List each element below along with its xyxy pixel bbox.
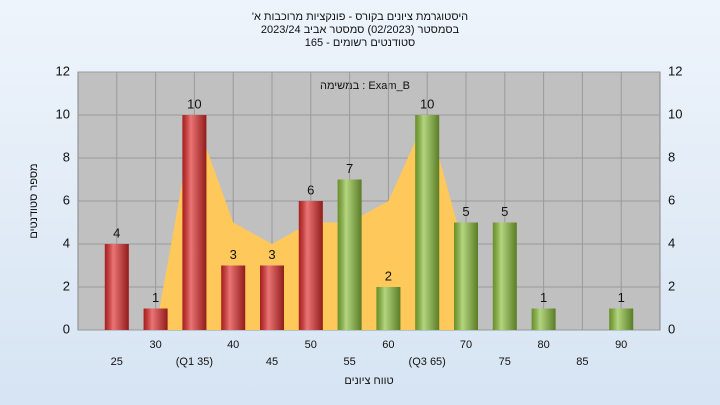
data-label: 1 bbox=[540, 290, 547, 305]
y-tick-label: 6 bbox=[63, 192, 70, 207]
x-tick-label: 85 bbox=[576, 356, 588, 368]
x-tick-label: 70 bbox=[460, 339, 472, 351]
bar-shade bbox=[376, 287, 401, 330]
y-tick-label: 4 bbox=[63, 235, 70, 250]
bar-shade bbox=[454, 222, 478, 330]
data-label: 3 bbox=[230, 247, 237, 262]
bar-shade bbox=[492, 222, 517, 330]
x-tick-label: 40 bbox=[227, 339, 239, 351]
bar-shade bbox=[298, 201, 323, 330]
bar-shade bbox=[337, 179, 362, 330]
x-tick-label: 30 bbox=[149, 339, 161, 351]
bar-shade bbox=[221, 265, 246, 330]
data-label: 10 bbox=[187, 96, 201, 111]
annotation: במשימה : Exam_B bbox=[320, 80, 410, 92]
y2-tick-label: 12 bbox=[668, 63, 682, 78]
bar-shade bbox=[143, 308, 168, 330]
data-label: 6 bbox=[307, 182, 314, 197]
bar-shade bbox=[415, 115, 440, 330]
x-tick-label: 45 bbox=[266, 356, 278, 368]
x-tick-label: (Q1 35) bbox=[176, 356, 213, 368]
title-line: היסטוגרמת ציונים בקורס - פונקציות מרוכבו… bbox=[252, 11, 468, 23]
bar-shade bbox=[609, 308, 634, 330]
data-label: 1 bbox=[618, 290, 625, 305]
y2-tick-label: 6 bbox=[668, 192, 675, 207]
y-tick-label: 8 bbox=[63, 149, 70, 164]
y-tick-label: 10 bbox=[56, 106, 70, 121]
y-tick-label: 12 bbox=[56, 63, 70, 78]
y-tick-label: 2 bbox=[63, 278, 70, 293]
data-label: 10 bbox=[420, 96, 434, 111]
x-tick-label: 80 bbox=[537, 339, 549, 351]
bar-shade bbox=[531, 308, 556, 330]
bar-shade bbox=[260, 265, 284, 330]
data-label: 3 bbox=[268, 247, 275, 262]
data-label: 5 bbox=[462, 204, 469, 219]
data-label: 4 bbox=[113, 225, 120, 240]
data-label: 2 bbox=[385, 268, 392, 283]
x-tick-label: 75 bbox=[499, 356, 511, 368]
x-tick-label: 50 bbox=[305, 339, 317, 351]
x-tick-label: 90 bbox=[615, 339, 627, 351]
data-label: 5 bbox=[501, 204, 508, 219]
x-axis-label: טווח ציונים bbox=[344, 375, 393, 387]
y-axis-label: מספר סטודנטים bbox=[28, 163, 40, 238]
x-tick-label: 55 bbox=[343, 356, 355, 368]
x-tick-label: (Q3 65) bbox=[409, 356, 446, 368]
title-line: סטודנטים רשומים - 165 bbox=[305, 37, 416, 49]
y2-tick-label: 10 bbox=[668, 106, 682, 121]
bar-shade bbox=[182, 115, 207, 330]
y2-tick-label: 2 bbox=[668, 278, 675, 293]
x-tick-label: 60 bbox=[382, 339, 394, 351]
bar-shade bbox=[104, 244, 129, 330]
y2-tick-label: 8 bbox=[668, 149, 675, 164]
data-label: 1 bbox=[152, 290, 159, 305]
title-line: בסמסטר (02/2023) סמסטר אביב 2023/24 bbox=[261, 24, 460, 36]
y2-tick-label: 4 bbox=[668, 235, 675, 250]
y2-tick-label: 0 bbox=[668, 321, 675, 336]
data-label: 7 bbox=[346, 161, 353, 176]
y-tick-label: 0 bbox=[63, 321, 70, 336]
x-tick-label: 25 bbox=[111, 356, 123, 368]
